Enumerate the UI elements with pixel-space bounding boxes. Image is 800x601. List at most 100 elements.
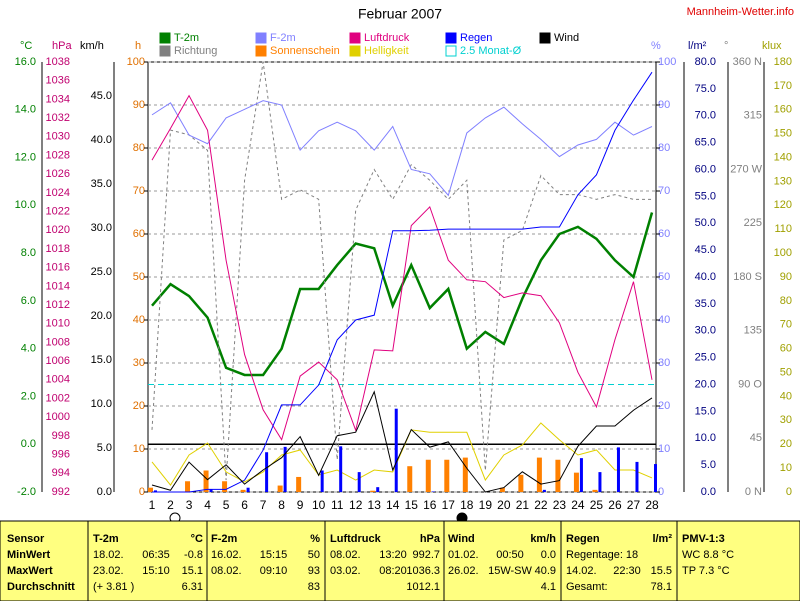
tick-label: 60 <box>780 343 792 355</box>
table-cell: 78.1 <box>651 581 672 593</box>
rain-bar <box>209 489 213 492</box>
series-line <box>151 94 653 441</box>
x-tick-label: 5 <box>223 498 230 512</box>
tick-label: 90 O <box>738 378 762 390</box>
bar <box>592 489 598 492</box>
tick-label: 110 <box>774 223 792 235</box>
table-cell: 83 <box>308 581 320 593</box>
tick-label: 5.0 <box>701 459 716 471</box>
rain-bar <box>394 408 398 492</box>
tick-label: -2.0 <box>17 486 36 498</box>
tick-label: 1022 <box>46 205 70 217</box>
bar <box>240 489 246 492</box>
tick-label: 45.0 <box>695 244 716 256</box>
x-tick-label: 23 <box>553 498 567 512</box>
table-unit: °C <box>191 533 203 545</box>
bar <box>185 481 191 492</box>
table-cell: 6.31 <box>182 581 203 593</box>
tick-label: 10.0 <box>695 432 716 444</box>
tick-label: 160 <box>774 104 792 116</box>
x-tick-label: 7 <box>260 498 267 512</box>
rain-bar <box>542 489 546 492</box>
table-cell: 50 <box>308 549 320 561</box>
tick-label: 50.0 <box>695 217 716 229</box>
legend-swatch <box>349 45 361 57</box>
tick-label: 30.0 <box>695 325 716 337</box>
rain-bar <box>616 447 620 492</box>
rain-bar <box>154 490 157 492</box>
table-header: Sensor <box>7 533 45 545</box>
tick-label: 4.0 <box>21 343 36 355</box>
tick-label: 170 <box>774 80 792 92</box>
rain-bar <box>265 452 269 492</box>
tick-label: 225 <box>744 217 762 229</box>
row-label: MaxWert <box>7 565 53 577</box>
tick-label: 60 <box>133 228 145 240</box>
table-cell: 16.02. <box>211 549 242 561</box>
bar <box>444 459 450 492</box>
legend-label: T-2m <box>174 32 199 44</box>
table-cell: -0.8 <box>184 549 203 561</box>
tick-label: 1018 <box>46 243 70 255</box>
table-cell: 15:10 <box>142 565 170 577</box>
tick-label: 315 <box>744 110 762 122</box>
tick-label: 1008 <box>46 336 70 348</box>
x-tick-label: 15 <box>405 498 419 512</box>
x-tick-label: 22 <box>534 498 548 512</box>
tick-label: 1012 <box>46 299 70 311</box>
table-cell: 15:15 <box>260 549 288 561</box>
table-cell: 15.5 <box>651 565 672 577</box>
table-cell: 93 <box>308 565 320 577</box>
legend-label: Helligkeit <box>364 45 409 57</box>
table-unit: l/m² <box>652 533 672 545</box>
tick-label: 10 <box>133 443 145 455</box>
tick-label: 996 <box>52 449 70 461</box>
table-cell: 08.02. <box>211 565 242 577</box>
legend-swatch <box>445 45 457 57</box>
tick-label: 30 <box>780 414 792 426</box>
tick-label: 0.0 <box>701 486 716 498</box>
rain-bar <box>635 461 639 492</box>
stats-table <box>0 520 800 601</box>
bar <box>222 481 228 492</box>
tick-label: 994 <box>52 467 70 479</box>
rain-bar <box>598 472 602 492</box>
tick-label: 270 W <box>730 163 762 175</box>
table-header: Wind <box>448 533 475 545</box>
table-cell: 13:20 <box>379 549 407 561</box>
x-tick-label: 13 <box>368 498 382 512</box>
tick-label: 992 <box>52 486 70 498</box>
x-tick-label: 17 <box>442 498 456 512</box>
tick-label: 75.0 <box>695 83 716 95</box>
tick-label: 1016 <box>46 262 70 274</box>
x-tick-label: 6 <box>241 498 248 512</box>
legend-swatch <box>445 32 457 44</box>
axis-title: hPa <box>52 40 72 52</box>
x-tick-label: 14 <box>386 498 400 512</box>
x-tick-label: 12 <box>349 498 363 512</box>
tick-label: 70 <box>133 185 145 197</box>
legend-label: 2.5 Monat-Ø <box>460 45 522 57</box>
tick-label: 60.0 <box>695 163 716 175</box>
tick-label: 65.0 <box>695 137 716 149</box>
tick-label: 1024 <box>46 187 70 199</box>
axis-title: % <box>651 40 661 52</box>
table-header: Regen <box>566 533 600 545</box>
bar <box>370 490 376 492</box>
tick-label: 8.0 <box>21 247 36 259</box>
tick-label: 40.0 <box>695 271 716 283</box>
tick-label: 100 <box>658 56 676 68</box>
bar <box>555 459 561 492</box>
rain-bar <box>357 472 361 492</box>
table-cell: 0.0 <box>541 549 556 561</box>
x-tick-label: 18 <box>460 498 474 512</box>
tick-label: 1032 <box>46 112 70 124</box>
tick-label: 12.0 <box>15 151 36 163</box>
legend-label: Richtung <box>174 45 217 57</box>
bar <box>425 459 431 492</box>
rain-bar <box>654 464 657 492</box>
tick-label: 1000 <box>46 411 70 423</box>
tick-label: 90 <box>780 271 792 283</box>
tick-label: 1034 <box>46 93 70 105</box>
tick-label: 15.0 <box>91 354 112 366</box>
